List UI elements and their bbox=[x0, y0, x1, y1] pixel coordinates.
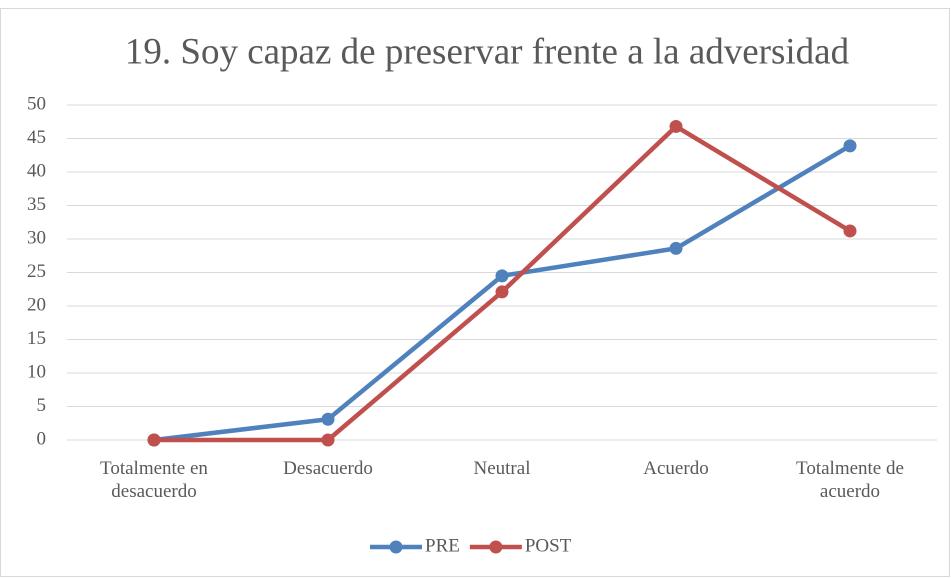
x-tick-label: Acuerdo bbox=[643, 458, 709, 479]
y-tick-label: 40 bbox=[27, 160, 46, 181]
y-tick-label: 50 bbox=[27, 93, 46, 114]
point bbox=[321, 412, 335, 426]
point bbox=[495, 285, 509, 299]
y-tick-label: 15 bbox=[27, 328, 46, 349]
point bbox=[495, 269, 509, 283]
legend-label: POST bbox=[525, 535, 572, 556]
y-tick-label: 35 bbox=[27, 194, 46, 215]
y-tick-label: 45 bbox=[27, 127, 46, 148]
legend-marker bbox=[489, 540, 503, 554]
y-tick-label: 20 bbox=[27, 294, 46, 315]
point bbox=[321, 433, 335, 447]
point bbox=[669, 241, 683, 255]
point bbox=[843, 224, 857, 238]
point bbox=[147, 433, 161, 447]
y-tick-label: 25 bbox=[27, 261, 46, 282]
legend-label: PRE bbox=[425, 535, 460, 556]
y-tick-label: 30 bbox=[27, 227, 46, 248]
y-tick-label: 0 bbox=[37, 428, 47, 449]
chart-title: 19. Soy capaz de preservar frente a la a… bbox=[125, 31, 850, 72]
x-tick-label: Totalmente en desacuerdo bbox=[100, 458, 208, 502]
point bbox=[843, 139, 857, 153]
chart-border bbox=[0, 8, 950, 577]
x-tick-label: Totalmente de acuerdo bbox=[796, 458, 904, 502]
y-tick-label: 10 bbox=[27, 361, 46, 382]
y-tick-label: 5 bbox=[37, 395, 47, 416]
legend-marker bbox=[389, 540, 403, 554]
x-tick-label: Desacuerdo bbox=[283, 458, 373, 479]
x-tick-label: Neutral bbox=[473, 458, 531, 479]
point bbox=[669, 119, 683, 133]
